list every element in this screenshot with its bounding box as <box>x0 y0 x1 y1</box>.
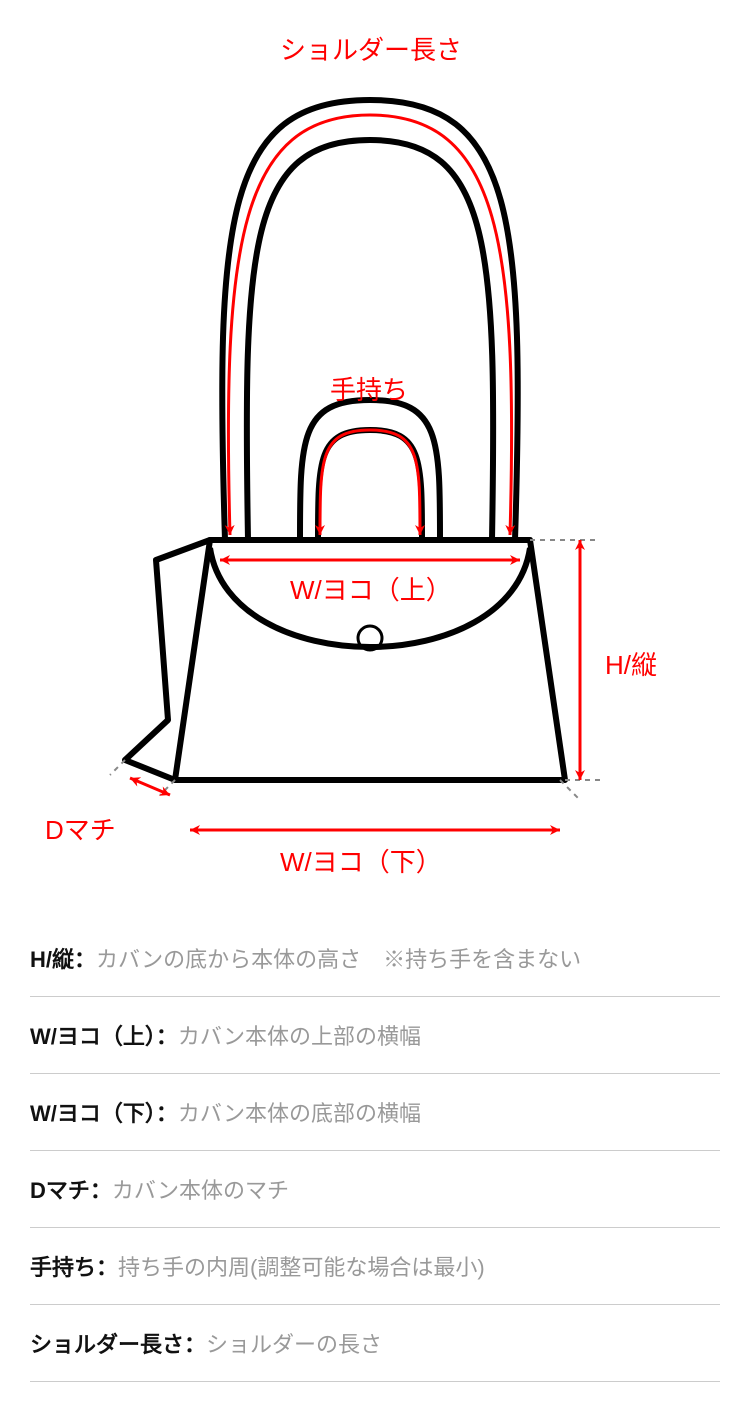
legend-desc: カバン本体の上部の横幅 <box>178 1019 421 1051</box>
legend-term: H/縦： <box>30 942 96 974</box>
legend-term: W/ヨコ（上）： <box>30 1019 178 1051</box>
label-shoulder: ショルダー長さ <box>280 30 462 67</box>
legend-row: W/ヨコ（上）：カバン本体の上部の横幅 <box>30 997 720 1074</box>
legend-term: W/ヨコ（下）： <box>30 1096 178 1128</box>
legend-list: H/縦：カバンの底から本体の高さ ※持ち手を含まないW/ヨコ（上）：カバン本体の… <box>0 920 750 1412</box>
legend-term: Dマチ： <box>30 1173 112 1205</box>
legend-desc: カバン本体の底部の横幅 <box>178 1096 421 1128</box>
legend-desc: カバン本体のマチ <box>112 1173 289 1205</box>
legend-row: H/縦：カバンの底から本体の高さ ※持ち手を含まない <box>30 920 720 997</box>
legend-row: ショルダー長さ：ショルダーの長さ <box>30 1305 720 1382</box>
legend-desc: カバンの底から本体の高さ ※持ち手を含まない <box>96 942 581 974</box>
label-depth: Dマチ <box>45 810 116 847</box>
legend-desc: 持ち手の内周(調整可能な場合は最小) <box>118 1250 485 1282</box>
legend-term: ショルダー長さ： <box>30 1327 206 1359</box>
label-height: H/縦 <box>605 645 657 682</box>
legend-desc: ショルダーの長さ <box>206 1327 382 1359</box>
label-width-top: W/ヨコ（上） <box>290 570 452 607</box>
label-handle: 手持ち <box>330 370 408 407</box>
label-width-bottom: W/ヨコ（下） <box>280 842 442 879</box>
bag-measurement-diagram: ショルダー長さ 手持ち W/ヨコ（上） H/縦 Dマチ W/ヨコ（下） <box>0 0 750 920</box>
legend-row: Dマチ：カバン本体のマチ <box>30 1151 720 1228</box>
legend-term: 手持ち： <box>30 1250 118 1282</box>
bag-svg <box>0 0 750 920</box>
legend-row: W/ヨコ（下）：カバン本体の底部の横幅 <box>30 1074 720 1151</box>
legend-row: 手持ち：持ち手の内周(調整可能な場合は最小) <box>30 1228 720 1305</box>
